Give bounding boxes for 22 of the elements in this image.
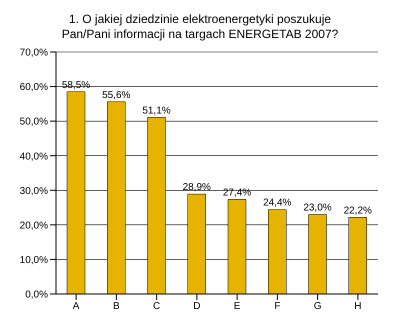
x-tick-label: A	[72, 301, 80, 312]
y-tick-label: 0,0%	[25, 290, 48, 301]
y-tick-label: 20,0%	[20, 220, 48, 232]
y-tick-label: 70,0%	[20, 48, 48, 59]
x-tick-label: G	[314, 301, 322, 312]
y-tick-label: 40,0%	[20, 151, 48, 162]
x-tick-label: E	[234, 301, 241, 312]
data-label: 24,4%	[263, 198, 292, 209]
y-tick-label: 30,0%	[20, 186, 48, 197]
x-tick-label: H	[354, 301, 362, 312]
data-label: 23,0%	[303, 202, 332, 214]
x-tick-label: C	[153, 301, 160, 312]
y-tick-label: 60,0%	[20, 82, 48, 94]
data-label: 55,6%	[102, 90, 131, 101]
y-tick-label: 50,0%	[20, 116, 48, 128]
data-label: 22,2%	[344, 205, 372, 216]
chart-title: 1. O jakiej dziedzinie elektroenergetyki poszukuje Pan/Pani informacji na targach ENERGETAB 2007?	[60, 11, 340, 43]
x-tick-label: F	[274, 301, 280, 312]
x-tick-label: B	[113, 301, 120, 312]
x-tick-label: D	[193, 301, 200, 312]
y-tick-label: 10,0%	[20, 254, 48, 266]
data-label: 51,1%	[142, 105, 171, 116]
